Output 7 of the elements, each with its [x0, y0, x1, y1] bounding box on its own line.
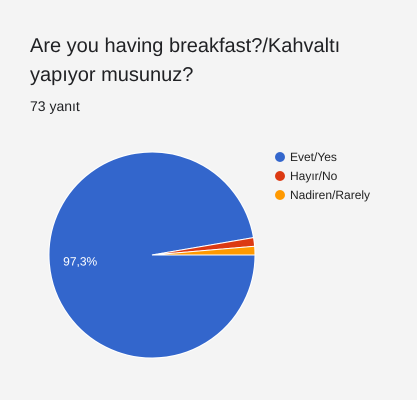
chart-subtitle: 73 yanıt: [30, 98, 80, 114]
pie-slice: [48, 152, 256, 358]
chart-title: Are you having breakfast?/Kahvaltı yapıyor musunuz?: [30, 35, 340, 86]
legend-label: Hayır/No: [290, 169, 338, 184]
legend-label: Evet/Yes: [290, 150, 337, 164]
data-label: 97,3%: [63, 254, 98, 268]
legend-label: Nadiren/Rarely: [290, 188, 370, 202]
